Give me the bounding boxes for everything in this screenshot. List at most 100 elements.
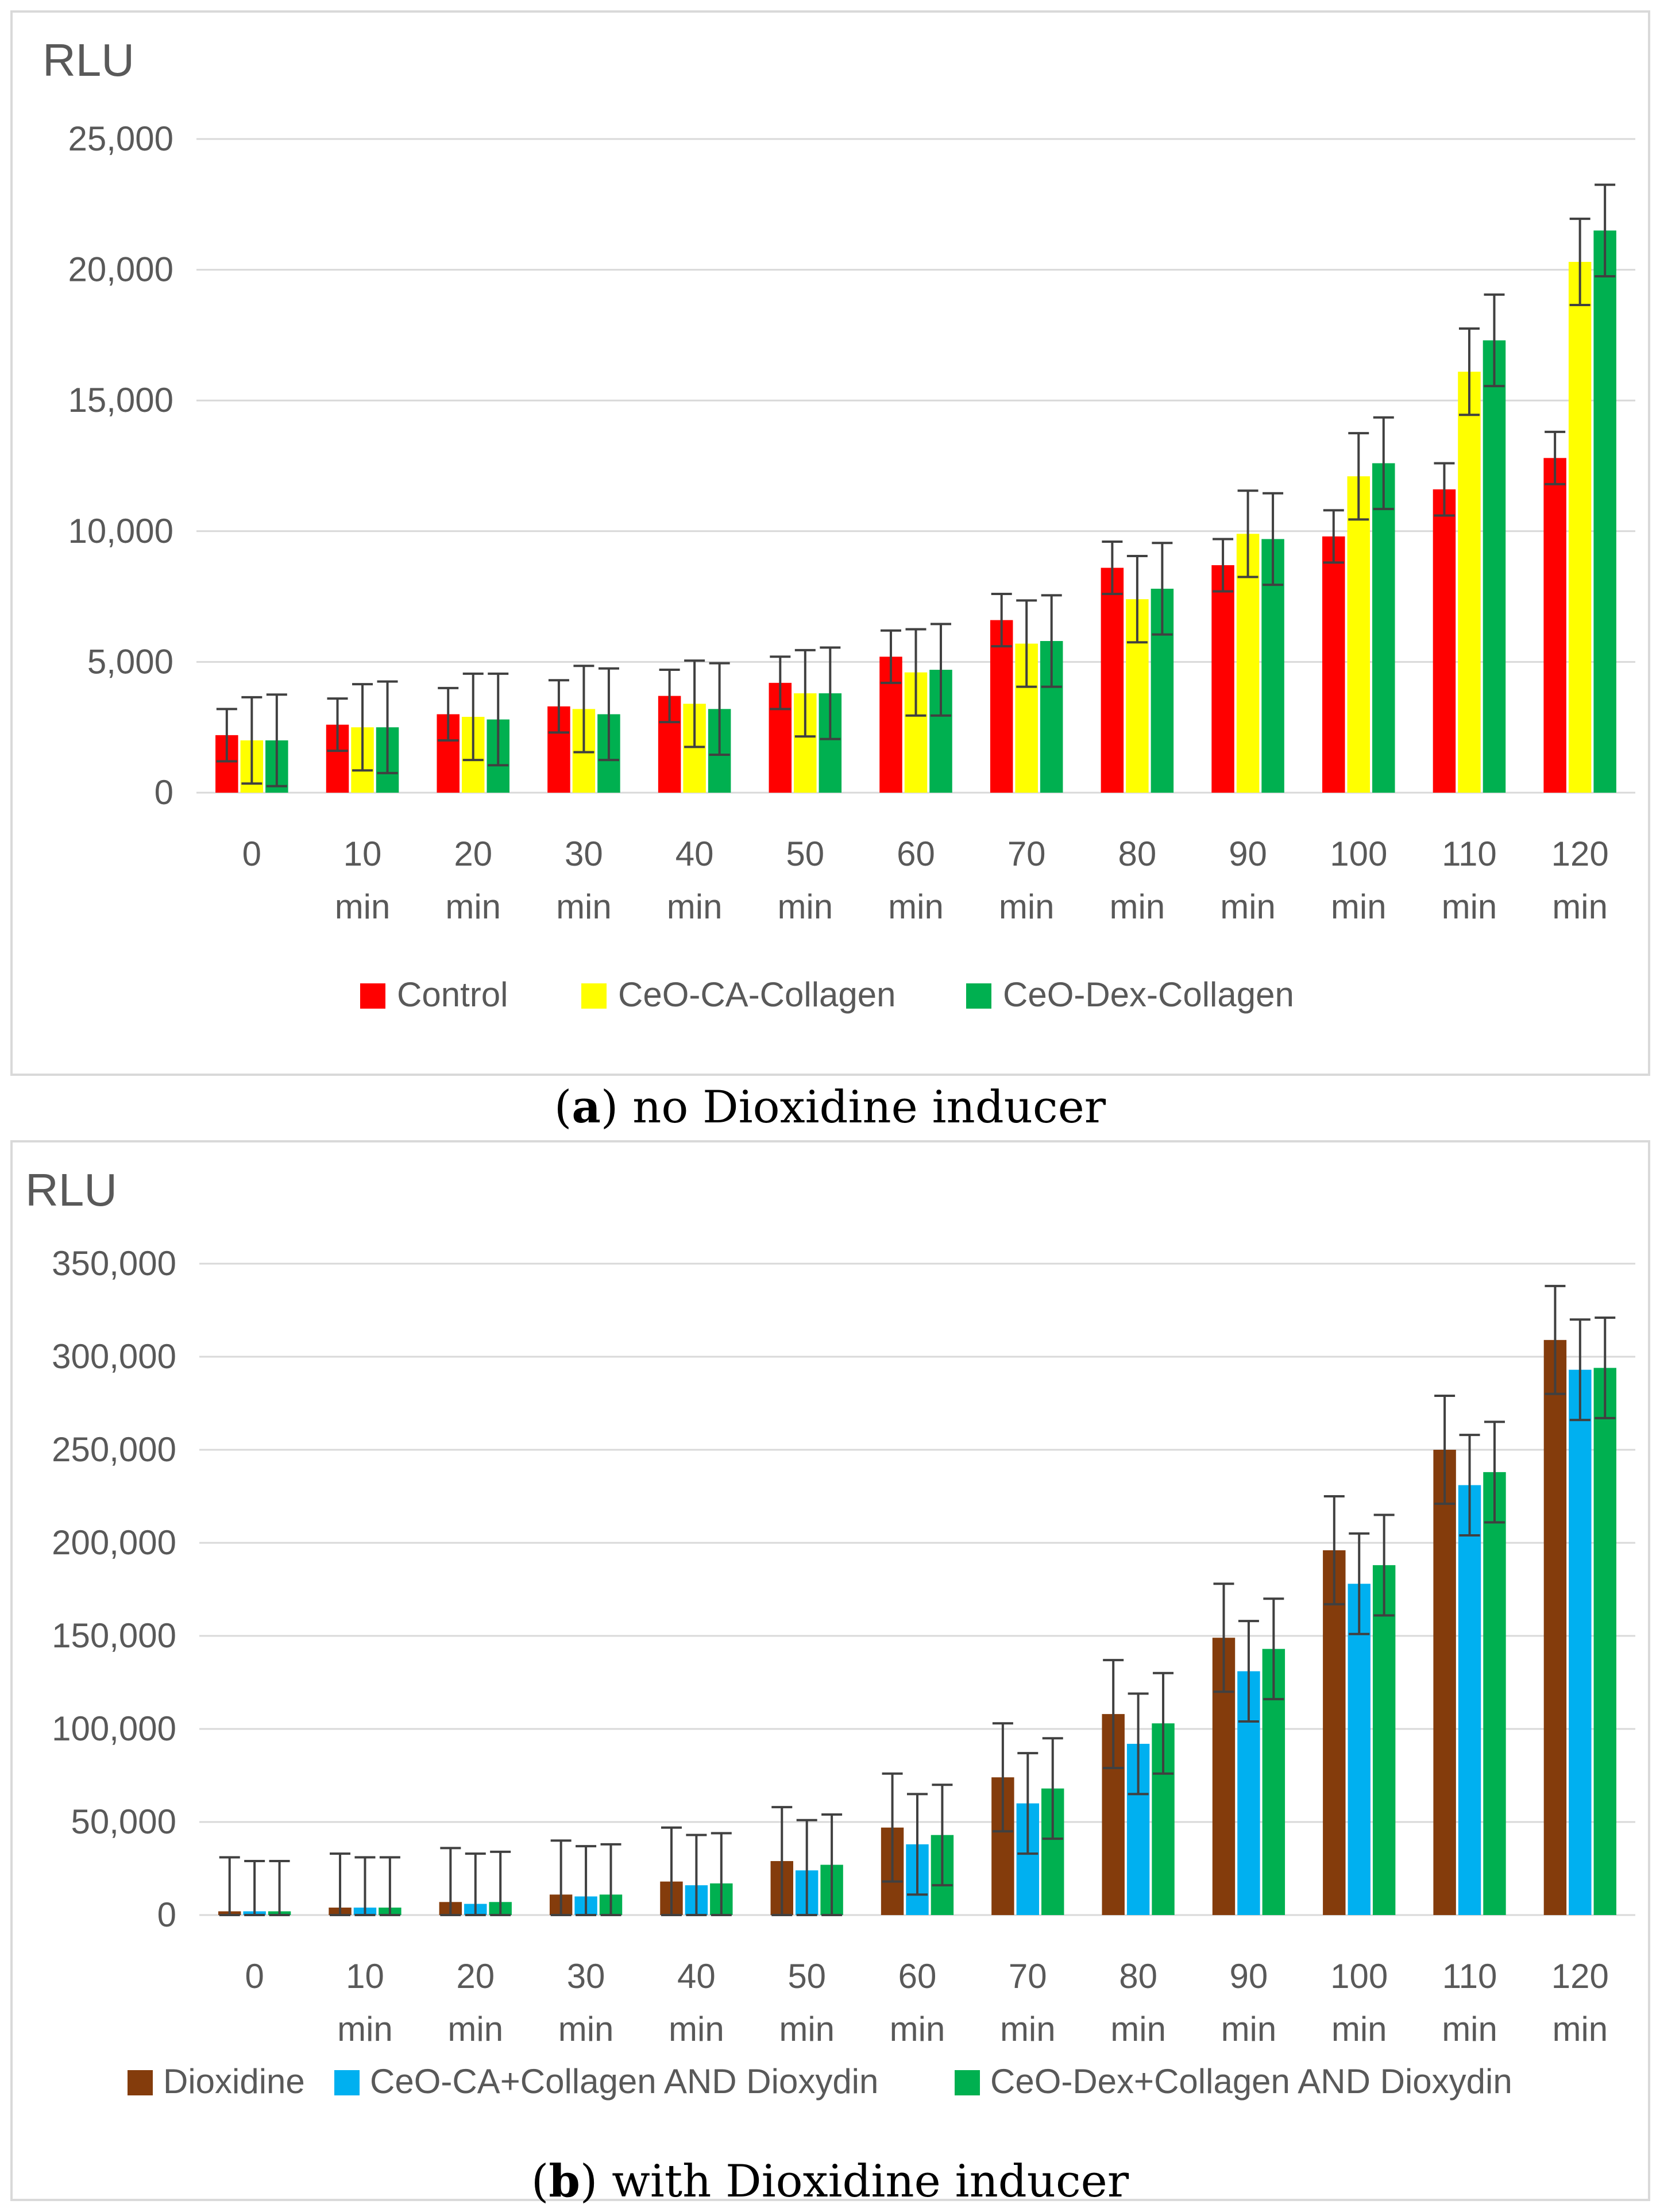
bar-ceo-ca-collagen-12 <box>1568 261 1592 793</box>
bar-ceo-dex-collagen-and-dioxydin-11 <box>1483 1472 1506 1915</box>
error-bar <box>548 679 569 734</box>
error-bar <box>354 1856 376 1916</box>
bar-control-8 <box>1101 568 1124 793</box>
bar-ceo-ca-collagen-11 <box>1458 372 1481 793</box>
bar-control-12 <box>1543 458 1566 793</box>
x-tick-label: min <box>999 887 1055 926</box>
x-tick-label: 50 <box>787 1957 826 1995</box>
error-bar <box>1102 541 1123 596</box>
legend-label: Control <box>397 975 508 1014</box>
error-bar <box>269 1860 290 1916</box>
y-tick-label: 150,000 <box>52 1616 176 1655</box>
x-tick-label: 40 <box>677 1957 716 1995</box>
error-bar <box>661 1826 682 1916</box>
x-tick-label: min <box>1553 2010 1608 2048</box>
error-bar <box>794 648 816 738</box>
y-tick-label: 25,000 <box>68 119 173 158</box>
chart-panel-b: RLU 0 50,000 100,000 150,000 200,000 250,000 30… <box>10 1140 1650 2201</box>
caption-b-text: with Dioxidine inducer <box>612 2156 1129 2207</box>
caption-b: (b) with Dioxidine inducer <box>531 2155 1129 2207</box>
bar-ceo-ca-collagen-and-dioxydin-11 <box>1458 1485 1481 1915</box>
legend-label: CeO-CA+Collagen AND Dioxydin <box>370 2062 878 2101</box>
error-bar <box>598 667 619 762</box>
bar-ceo-dex-collagen-and-dioxydin-12 <box>1593 1368 1616 1915</box>
x-tick-label: 100 <box>1330 835 1387 873</box>
bar-ceo-dex-collagen-and-dioxydin-10 <box>1372 1565 1396 1915</box>
chart-panel-a: RLU 0 5,000 10,000 15,000 20,000 25,000 0 10 min 2… <box>10 10 1650 1076</box>
error-bar <box>573 665 594 754</box>
x-tick-label: 20 <box>456 1957 495 1995</box>
y-tick-label: 50,000 <box>71 1802 176 1841</box>
error-bar <box>1213 538 1234 593</box>
x-tick-label: min <box>1442 2010 1497 2048</box>
x-tick-label: 70 <box>1007 835 1046 873</box>
error-bar <box>659 669 680 724</box>
error-bar <box>1041 594 1062 688</box>
x-tick-label: 120 <box>1551 1957 1609 1995</box>
x-tick-label: min <box>556 887 612 926</box>
error-bar <box>1348 432 1369 521</box>
x-tick-label: 80 <box>1118 835 1157 873</box>
error-bar <box>820 646 841 740</box>
error-bar <box>905 628 926 717</box>
x-tick-label: 120 <box>1551 835 1609 873</box>
error-bar <box>1323 1495 1345 1605</box>
error-bar <box>490 1850 511 1916</box>
y-tick-label: 350,000 <box>52 1244 176 1283</box>
error-bar <box>1042 1737 1063 1840</box>
x-tick-label: min <box>779 2010 835 2048</box>
legend-swatch-ceo-dex-collagen <box>966 983 991 1009</box>
error-bar <box>1128 1692 1149 1796</box>
error-bar <box>821 1813 843 1916</box>
x-tick-label: min <box>1110 887 1165 926</box>
error-bar <box>907 1793 928 1896</box>
x-tick-label: min <box>1220 887 1276 926</box>
x-tick-label: 80 <box>1119 1957 1157 1995</box>
x-tick-label: 50 <box>786 835 824 873</box>
error-bar <box>1016 599 1037 688</box>
error-bar <box>686 1833 707 1916</box>
error-bar <box>1237 489 1258 578</box>
x-tick-label: min <box>1442 887 1497 926</box>
error-bar <box>1434 462 1455 517</box>
x-tick-label: 70 <box>1009 1957 1047 1995</box>
error-bar <box>1323 509 1344 564</box>
chart-a: RLU 0 5,000 10,000 15,000 20,000 25,000 0 10 min 2… <box>43 34 1635 1014</box>
error-bar <box>440 1847 461 1916</box>
caption-b-label: b <box>549 2155 580 2207</box>
error-bar <box>770 655 791 711</box>
error-bar <box>266 693 287 787</box>
caption-a-text: no Dioxidine inducer <box>632 1082 1106 1133</box>
error-bar <box>1263 492 1284 586</box>
x-tick-label: min <box>890 2010 945 2048</box>
x-tick-label: 110 <box>1442 1957 1497 1995</box>
x-tick-label: min <box>445 887 501 926</box>
error-bar <box>1153 1671 1174 1775</box>
error-bar <box>991 593 1012 648</box>
x-tick-label: 30 <box>567 1957 605 1995</box>
error-bar <box>216 708 237 763</box>
x-tick-label: 10 <box>343 835 382 873</box>
bar-ceo-ca-collagen-and-dioxydin-12 <box>1569 1369 1592 1915</box>
x-tick-label: min <box>337 2010 393 2048</box>
x-tick-label: 20 <box>454 835 492 873</box>
x-tick-label: min <box>1552 887 1608 926</box>
x-tick-label: 110 <box>1442 835 1497 873</box>
error-bar <box>711 1832 732 1916</box>
error-bar <box>1545 1284 1566 1395</box>
error-bar <box>1103 1659 1124 1770</box>
error-bar <box>1484 1420 1505 1524</box>
legend-label: CeO-Dex+Collagen AND Dioxydin <box>990 2062 1512 2101</box>
x-tick-label: 40 <box>675 835 714 873</box>
error-bar <box>709 662 730 756</box>
y-tick-label: 0 <box>157 1896 176 1934</box>
bar-dioxidine-10 <box>1323 1550 1346 1915</box>
legend-label: CeO-Dex-Collagen <box>1003 975 1294 1014</box>
error-bar <box>241 696 262 785</box>
x-tick-label: min <box>669 2010 724 2048</box>
bar-dioxidine-12 <box>1543 1339 1567 1915</box>
error-bar <box>1545 430 1566 485</box>
y-tick-label: 5,000 <box>87 642 173 681</box>
error-bar <box>550 1839 572 1916</box>
error-bar <box>796 1819 817 1916</box>
